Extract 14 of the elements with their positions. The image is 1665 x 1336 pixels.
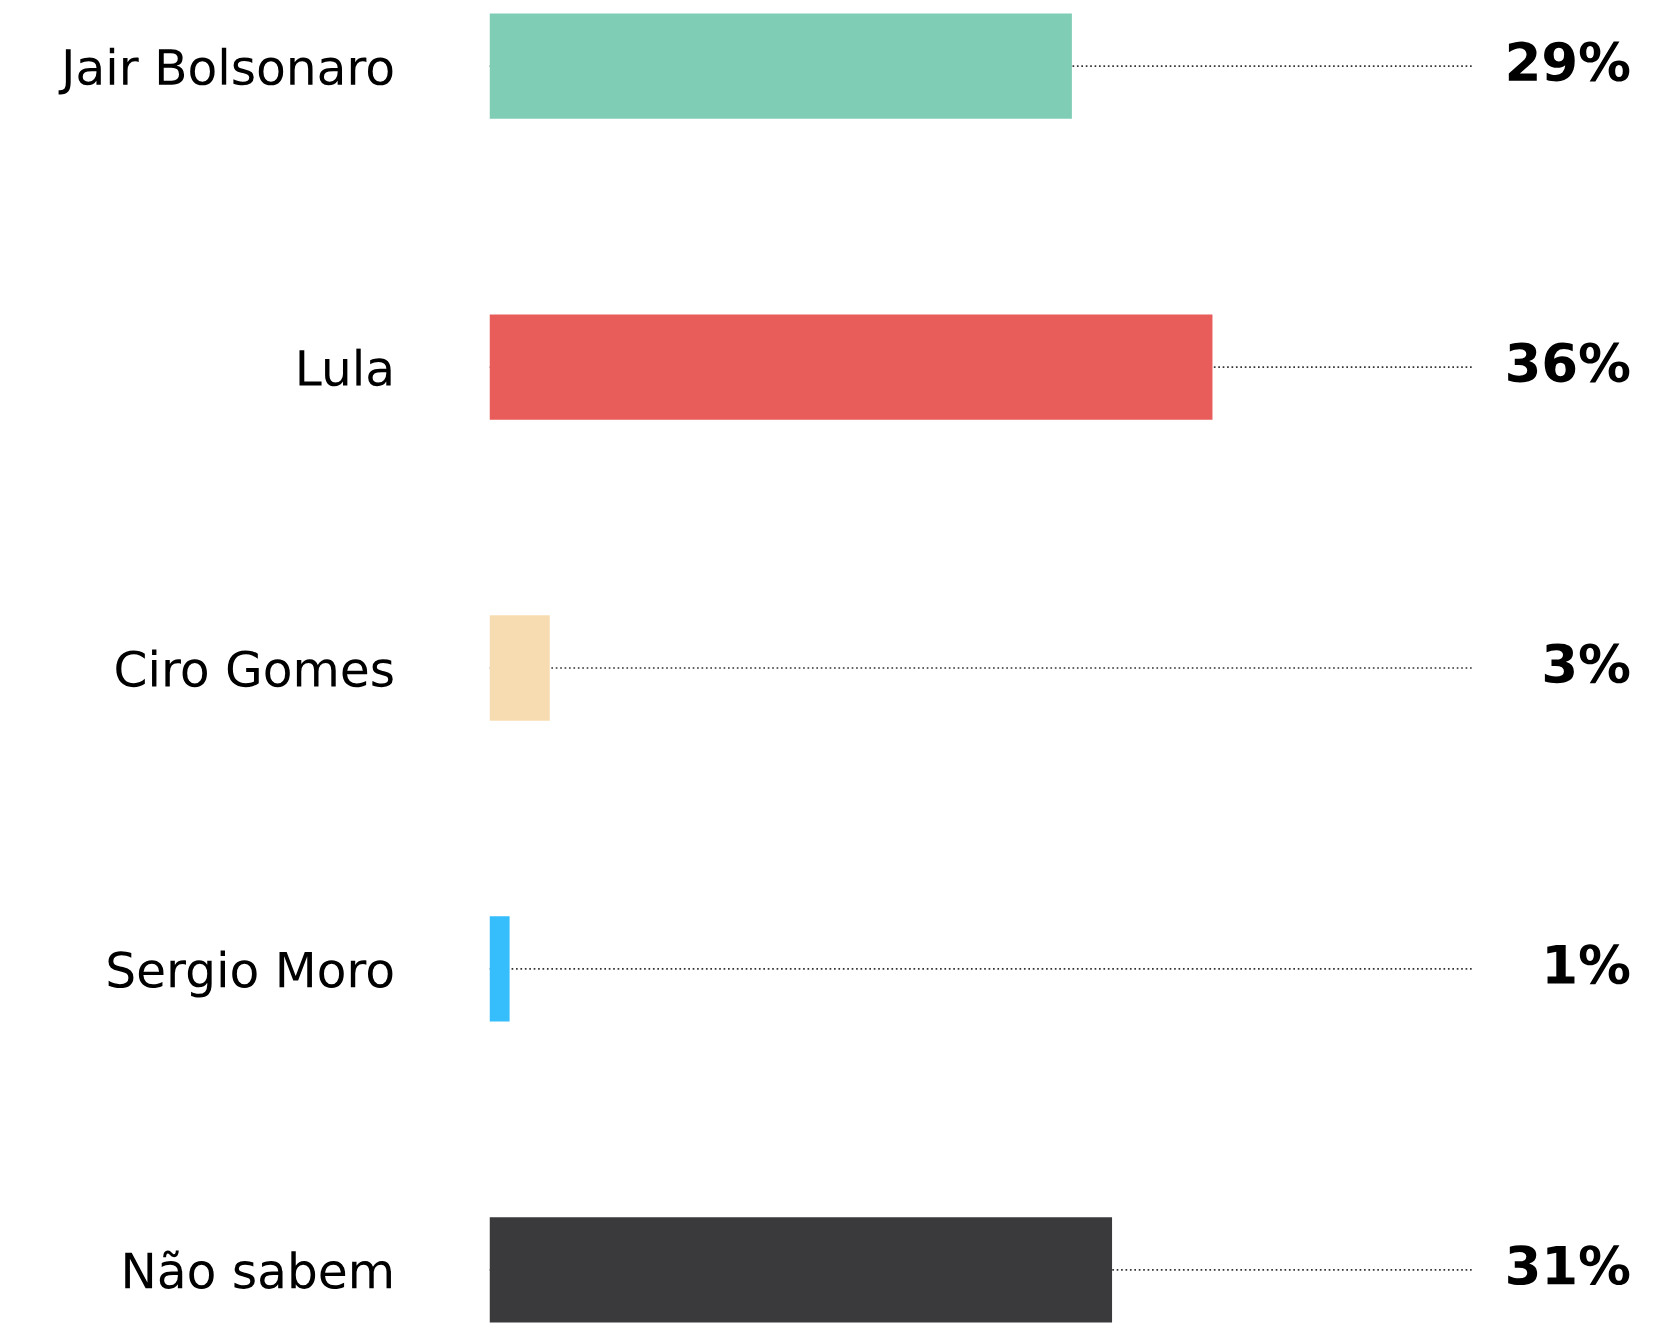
data-label: 31% bbox=[1508, 1245, 1630, 1286]
bar bbox=[489, 13, 1072, 119]
data-label: 29% bbox=[1508, 41, 1630, 82]
data-label: 36% bbox=[1508, 342, 1630, 383]
y-tick-label: Ciro Gomes bbox=[116, 649, 393, 688]
y-tick-label: Sergio Moro bbox=[108, 950, 393, 998]
y-tick-label: Lula bbox=[299, 348, 391, 387]
y-tick-label: Não sabem bbox=[125, 1250, 391, 1289]
bar bbox=[489, 615, 550, 721]
bar bbox=[489, 314, 1213, 420]
data-label: 3% bbox=[1544, 643, 1630, 684]
bar bbox=[489, 916, 510, 1022]
y-tick-label: Jair Bolsonaro bbox=[58, 47, 393, 95]
data-label: 1% bbox=[1547, 944, 1630, 985]
